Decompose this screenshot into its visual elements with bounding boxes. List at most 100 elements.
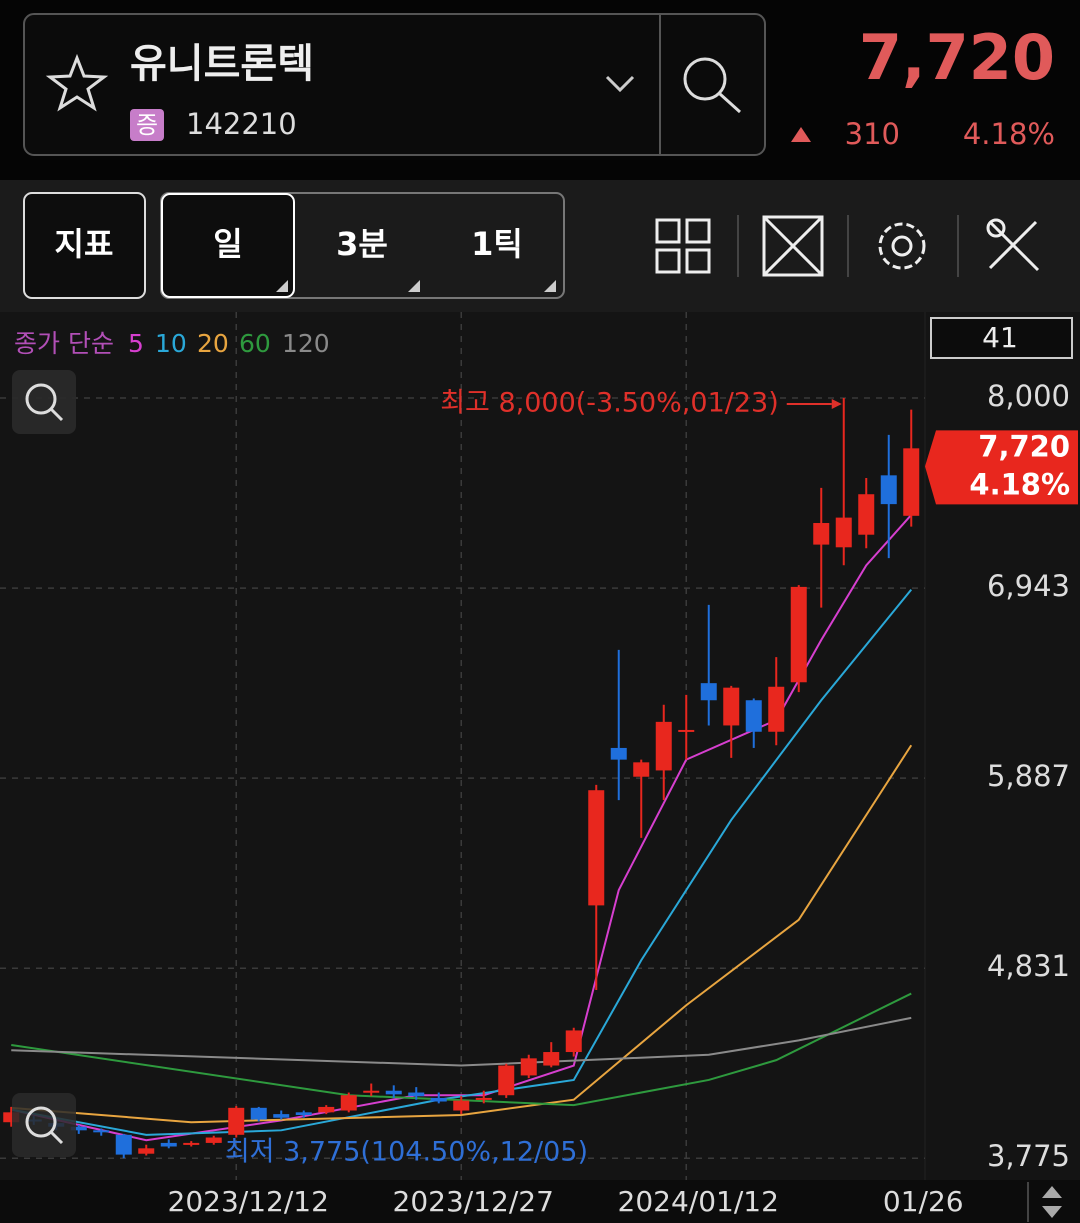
moving-average [11, 588, 913, 1136]
legend-label: 종가 단순 [14, 329, 114, 358]
candle-body [565, 1030, 582, 1053]
star-icon[interactable] [45, 53, 109, 112]
settings-icon[interactable] [878, 222, 926, 270]
y-tick-label: 5,887 [987, 759, 1070, 793]
period-minute[interactable]: 3분 [336, 225, 388, 263]
candle-body [295, 1112, 312, 1116]
badge: 증 [136, 111, 158, 139]
candle-body [790, 586, 807, 683]
candle-body [138, 1148, 155, 1154]
annotation-arrowhead [831, 398, 842, 409]
candle-body [700, 683, 717, 701]
zoom-out-button[interactable] [12, 1093, 76, 1157]
candle-body [273, 1114, 290, 1118]
zoom-icon [49, 407, 64, 422]
corner-mark [408, 280, 420, 292]
current-price: 7,720 [859, 21, 1055, 94]
candle-body [655, 721, 672, 771]
candle-body [475, 1097, 492, 1100]
candle-body [723, 687, 740, 726]
search-icon[interactable] [683, 57, 727, 101]
indicator-label: 지표 [55, 225, 114, 263]
layout-icon[interactable] [655, 218, 711, 274]
chart-bg [0, 312, 1080, 1180]
panel-value: 41 [982, 321, 1018, 354]
candle-body [588, 790, 605, 906]
moving-average [11, 1016, 912, 1067]
x-tick-label: 2023/12/27 [393, 1185, 554, 1218]
candle-body [813, 523, 830, 545]
scroll-down[interactable] [1042, 1206, 1062, 1218]
y-tick-label: 4,831 [987, 949, 1070, 983]
price-change: 310 [845, 117, 900, 151]
candle-body [768, 686, 785, 732]
moving-average [11, 744, 913, 1124]
candle-body [363, 1090, 380, 1093]
legend-entry: 120 [282, 329, 330, 358]
candle-body [318, 1106, 335, 1113]
search-box[interactable] [23, 13, 766, 156]
candle-body [3, 1112, 20, 1123]
corner-mark [544, 280, 556, 292]
candle-body [340, 1095, 357, 1111]
legend-entry: 10 [155, 329, 187, 358]
zoom-icon [49, 1130, 64, 1145]
high-annotation: 최고 8,000(-3.50%,01/23) [440, 387, 779, 418]
candle-body [610, 747, 627, 760]
candle-body [903, 448, 920, 516]
last-price-tag [925, 430, 1078, 505]
candle-body [430, 1097, 447, 1102]
candle-body [228, 1107, 245, 1135]
dropdown-icon[interactable] [605, 75, 635, 93]
up-triangle [791, 127, 811, 142]
moving-average [11, 992, 912, 1107]
period-day[interactable]: 일 [213, 225, 242, 263]
candle-body [408, 1092, 425, 1097]
candle-body [858, 494, 875, 535]
candle-body [183, 1142, 200, 1145]
candle-body [70, 1126, 87, 1131]
candle-body [633, 762, 650, 777]
candle-body [205, 1137, 222, 1143]
x-tick-label: 01/26 [883, 1185, 964, 1218]
candle-body [93, 1130, 110, 1133]
period-selected[interactable] [161, 193, 295, 298]
zoom-icon [25, 383, 57, 415]
last-price-label: 7,720 [978, 429, 1070, 463]
scroll-up[interactable] [1042, 1186, 1062, 1198]
badge-bg [130, 109, 164, 141]
candle-body [520, 1058, 537, 1076]
y-tick-label: 8,000 [987, 379, 1070, 413]
candle-body [880, 475, 897, 505]
y-tick-label: 6,943 [987, 569, 1070, 603]
low-annotation: 최저 3,775(104.50%,12/05) [225, 1137, 588, 1168]
candle-body [385, 1090, 402, 1095]
candle-body [453, 1100, 470, 1111]
candle-body [160, 1142, 177, 1147]
zoom-in-button[interactable] [12, 370, 76, 434]
candle-body [745, 700, 762, 732]
period-tick[interactable]: 1틱 [471, 225, 523, 263]
search-icon-handle [718, 92, 742, 114]
plot: 3,775 4,831 5,887 6,943 8,000 2023/12/12 2023/… [0, 312, 1070, 1218]
candle-body [835, 517, 852, 548]
stock-code: 142210 [186, 107, 297, 141]
last-price-change: 4.18% [969, 467, 1070, 501]
fullscreen-icon[interactable] [762, 215, 824, 277]
candle-body [115, 1134, 132, 1155]
x-axis-bg [0, 1180, 1080, 1223]
stock-name: 유니트론텍 [130, 41, 314, 87]
zoom-icon [25, 1106, 57, 1138]
price-change-pct: 4.18% [963, 117, 1055, 151]
x-tick-label: 2023/12/12 [168, 1185, 329, 1218]
candle-body [678, 729, 695, 732]
legend-entry: 5 [128, 329, 144, 358]
panel-box [930, 317, 1073, 359]
tools-icon[interactable] [986, 218, 1040, 272]
corner-mark [276, 280, 288, 292]
indicator-button[interactable] [23, 192, 146, 299]
y-tick-label: 3,775 [987, 1139, 1070, 1173]
candle-body [250, 1107, 267, 1120]
